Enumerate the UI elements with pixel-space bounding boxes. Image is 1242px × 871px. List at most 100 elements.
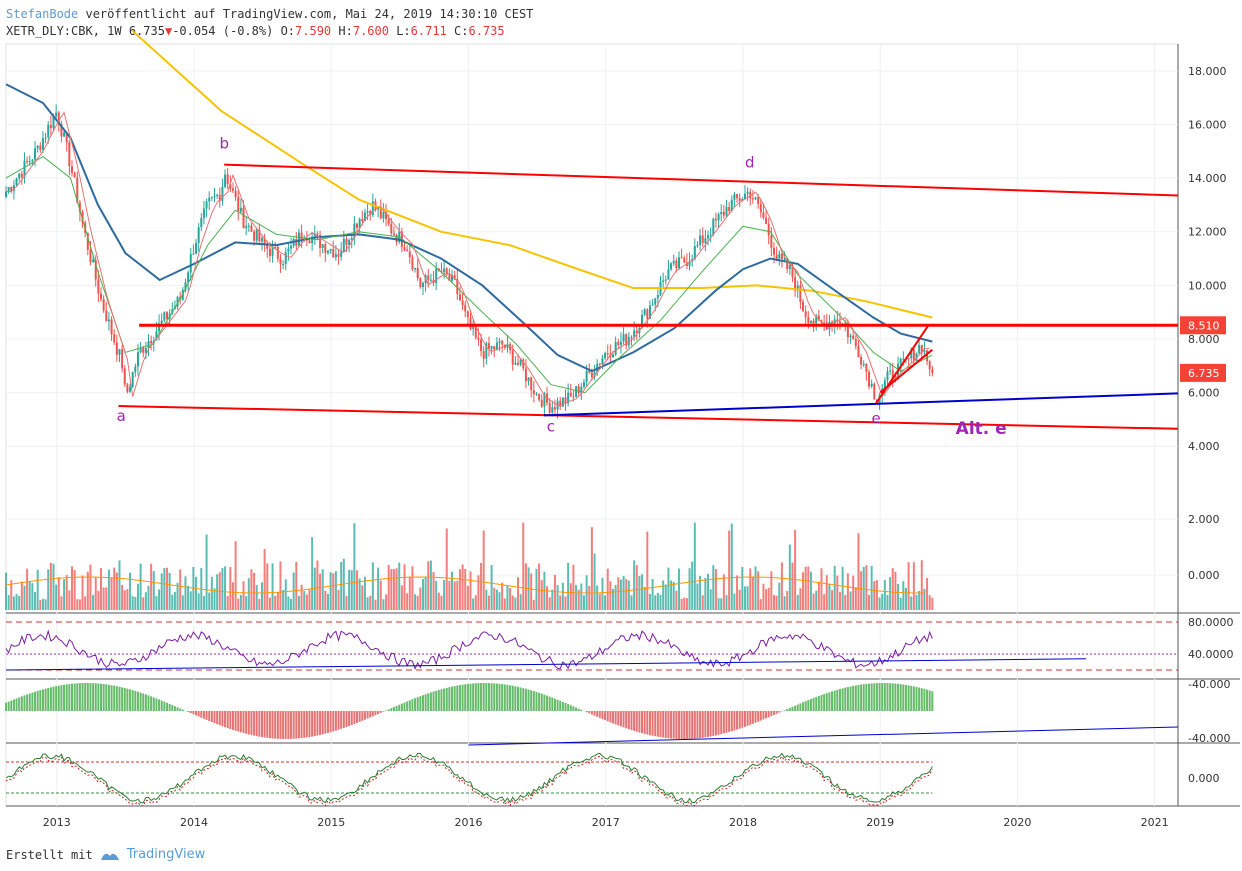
candle-body	[311, 236, 314, 244]
fast-ma-line	[6, 111, 930, 406]
volume-bar	[469, 571, 472, 610]
macd-bar	[57, 685, 60, 711]
volume-bar	[902, 581, 905, 610]
close-value: 6.735	[468, 24, 505, 38]
macd-bar	[47, 687, 50, 711]
candle-body	[435, 268, 438, 283]
volume-bar	[44, 599, 47, 610]
macd-bar	[588, 711, 591, 714]
candle-body	[68, 142, 71, 167]
volume-bar	[466, 585, 469, 610]
volume-bar	[765, 589, 768, 610]
macd-bar	[469, 683, 472, 711]
candle-body	[160, 320, 163, 324]
macd-bar	[414, 698, 417, 711]
volume-bar	[857, 533, 860, 610]
macd-bar	[142, 693, 145, 711]
candle-body	[567, 392, 570, 404]
low-value: 6.711	[410, 24, 447, 38]
y-tick-label: -40.000	[1188, 732, 1230, 745]
candle-body	[456, 279, 459, 295]
macd-bar	[736, 711, 739, 730]
macd-bar	[596, 711, 599, 717]
macd-bar	[41, 689, 44, 711]
volume-bar	[385, 594, 388, 610]
macd-bar	[89, 683, 92, 711]
macd-bar	[902, 684, 905, 711]
macd-bar	[350, 711, 353, 726]
macd-bar	[738, 711, 741, 729]
candle-body	[912, 349, 915, 361]
macd-bar	[398, 704, 401, 711]
macd-bar	[707, 711, 710, 737]
macd-bar	[366, 711, 369, 719]
candle-body	[733, 194, 736, 200]
volume-bar	[559, 595, 562, 610]
macd-bar	[371, 711, 374, 717]
volume-bar	[451, 571, 454, 610]
macd-bar	[274, 711, 277, 739]
macd-bar	[361, 711, 364, 721]
candle-body	[775, 254, 778, 259]
volume-bar	[435, 581, 438, 610]
volume-bar	[369, 595, 372, 610]
candle-body	[572, 396, 575, 398]
macd-bar	[556, 699, 559, 711]
macd-bar	[482, 683, 485, 711]
macd-bar	[76, 683, 79, 711]
candle-body	[464, 304, 467, 312]
volume-bar	[612, 588, 615, 610]
candle-body	[751, 198, 754, 200]
macd-bar	[746, 711, 749, 726]
volume-bar	[627, 580, 630, 610]
tradingview-brand[interactable]: TradingView	[126, 847, 206, 862]
candle-body	[772, 247, 775, 255]
candle-body	[783, 258, 786, 260]
macd-bar	[147, 695, 150, 711]
volume-bar	[432, 571, 435, 610]
macd-bar	[7, 701, 10, 711]
macd-bar	[807, 700, 810, 711]
down-arrow-icon: ▼	[164, 24, 173, 38]
candle-body	[34, 148, 37, 160]
candle-body	[868, 371, 871, 387]
candle-body	[472, 326, 475, 329]
macd-bar	[136, 691, 139, 711]
candle-body	[667, 269, 670, 280]
candle-body	[429, 279, 432, 281]
candle-body	[213, 196, 216, 198]
author-link[interactable]: StefanBode	[6, 7, 79, 21]
candle-body	[416, 267, 419, 279]
volume-bar	[387, 564, 390, 610]
volume-bar	[94, 576, 97, 610]
candle-body	[799, 285, 802, 302]
y-tick-label: 80.0000	[1188, 616, 1234, 629]
volume-bar	[849, 591, 852, 610]
macd-bar	[622, 711, 625, 728]
volume-bar	[102, 587, 105, 610]
volume-bar	[883, 580, 886, 610]
macd-bar	[841, 688, 844, 711]
volume-bar	[630, 595, 633, 610]
macd-bar	[783, 710, 786, 711]
macd-bar	[305, 711, 308, 738]
macd-bar	[635, 711, 638, 732]
macd-bar	[680, 711, 683, 739]
macd-bar	[918, 687, 921, 711]
candle-body	[883, 380, 886, 389]
price-label-text: 8.510	[1188, 319, 1220, 332]
volume-bar	[485, 589, 488, 610]
candle-body	[622, 334, 625, 342]
macd-bar	[606, 711, 609, 722]
volume-bar	[453, 581, 456, 610]
candle-body	[498, 341, 501, 343]
volume-bar	[311, 537, 314, 610]
candle-body	[189, 253, 192, 273]
volume-bar	[7, 595, 10, 610]
x-tick-label: 2020	[1003, 816, 1031, 829]
volume-bar	[928, 595, 931, 610]
macd-bar	[765, 711, 768, 719]
macd-bar	[741, 711, 744, 728]
macd-bar	[659, 711, 662, 738]
